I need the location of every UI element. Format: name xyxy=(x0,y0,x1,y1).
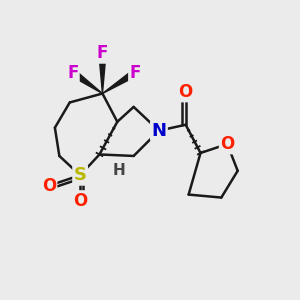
Polygon shape xyxy=(71,70,102,94)
Text: N: N xyxy=(152,122,166,140)
Polygon shape xyxy=(102,70,137,94)
Polygon shape xyxy=(99,53,106,94)
Text: H: H xyxy=(112,163,125,178)
Text: F: F xyxy=(130,64,141,82)
Text: S: S xyxy=(74,166,87,184)
Text: F: F xyxy=(67,64,78,82)
Text: O: O xyxy=(42,177,56,195)
Text: O: O xyxy=(73,191,87,209)
Text: F: F xyxy=(97,44,108,62)
Text: O: O xyxy=(220,135,234,153)
Text: O: O xyxy=(178,83,193,101)
